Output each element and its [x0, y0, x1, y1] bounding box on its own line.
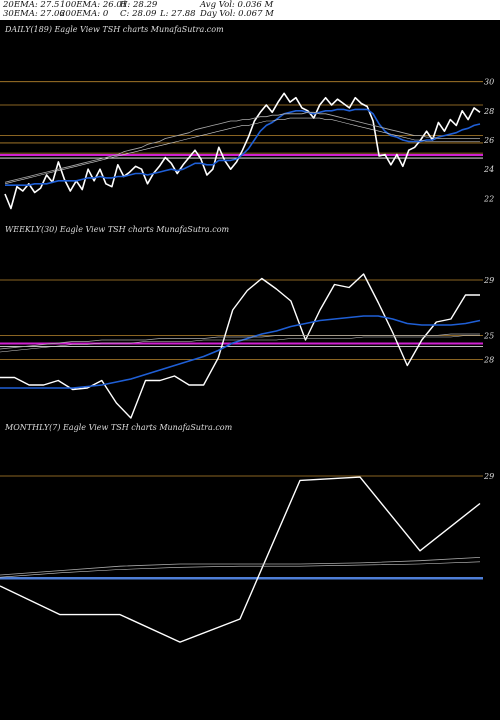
ema-fast-series-line [5, 108, 481, 186]
ema-slow-series-line [0, 333, 480, 350]
y-tick-label: 25 [483, 332, 494, 341]
ema-slow2-series-line [0, 335, 480, 353]
avg-vol-value: Avg Vol: 0.036 M [200, 0, 274, 10]
ema30-value: 30EMA: 27.06 [3, 9, 65, 19]
y-tick-label: 24 [483, 165, 494, 174]
y-tick-label: 30 [484, 78, 494, 87]
low-value: L: 27.88 [160, 9, 196, 19]
panel-title: WEEKLY(30) Eagle View TSH charts MunafaS… [5, 225, 230, 234]
y-tick-label: 28 [483, 107, 494, 116]
y-tick-label: 22 [483, 194, 494, 203]
high-value: H: 28.29 [120, 0, 158, 10]
ema-slow2-series-line [0, 561, 481, 578]
ema-slow-series-line [4, 111, 480, 183]
price-series-line [0, 273, 480, 419]
ema-slow-series-line [0, 557, 481, 576]
close-value: C: 28.09 [120, 9, 157, 19]
indicator-header: 20EMA: 27.5 100EMA: 26.01 H: 28.29 Avg V… [0, 0, 500, 20]
chart-canvas: DAILY(189) Eagle View TSH charts MunafaS… [0, 25, 494, 643]
ema100-value: 100EMA: 26.01 [60, 0, 128, 10]
y-tick-label: 28 [483, 356, 494, 365]
panel-title: DAILY(189) Eagle View TSH charts MunafaS… [4, 25, 224, 34]
y-tick-label: 29 [483, 472, 494, 481]
ema200-value: 200EMA: 0 [60, 9, 109, 19]
ema20-value: 20EMA: 27.5 [3, 0, 60, 10]
panel-title: MONTHLY(7) Eagle View TSH charts MunafaS… [4, 423, 233, 432]
y-tick-label: 26 [483, 136, 494, 145]
day-vol-value: Day Vol: 0.067 M [200, 9, 274, 19]
y-tick-label: 29 [483, 276, 494, 285]
ema-fast-series-line [0, 315, 481, 389]
price-series-line [0, 476, 481, 643]
ema-slow2-series-line [4, 117, 480, 185]
price-series-line [4, 92, 481, 210]
